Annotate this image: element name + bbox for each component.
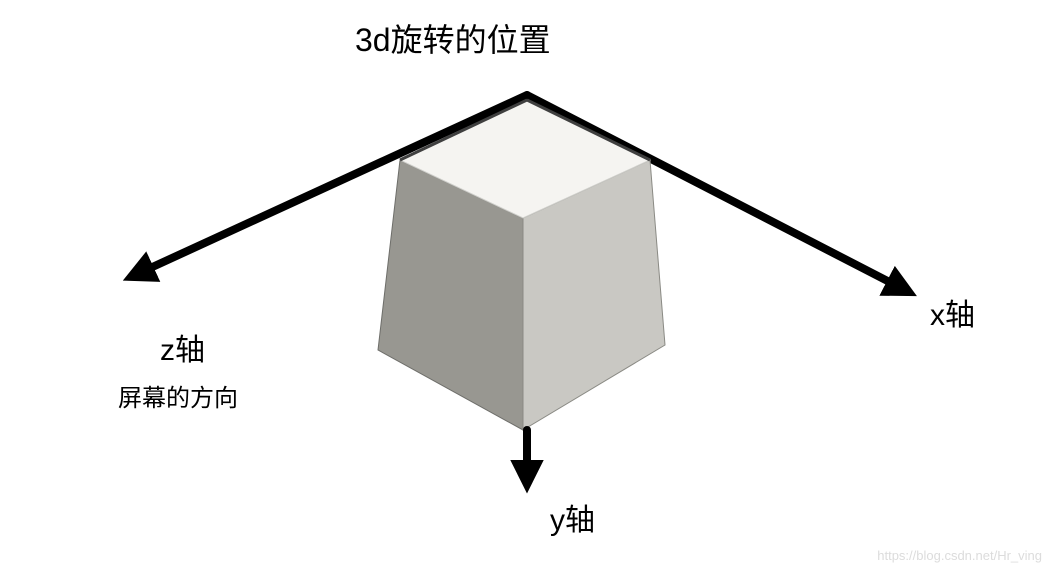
z-axis-sublabel: 屏幕的方向 xyxy=(118,378,238,413)
cube xyxy=(378,100,665,430)
axis-diagram xyxy=(0,0,1054,571)
z-axis-label: z轴 xyxy=(160,325,205,369)
watermark: https://blog.csdn.net/Hr_ving xyxy=(877,548,1042,563)
x-axis-label: x轴 xyxy=(930,290,975,334)
diagram-title: 3d旋转的位置 xyxy=(355,15,551,61)
y-axis-label: y轴 xyxy=(550,495,595,539)
